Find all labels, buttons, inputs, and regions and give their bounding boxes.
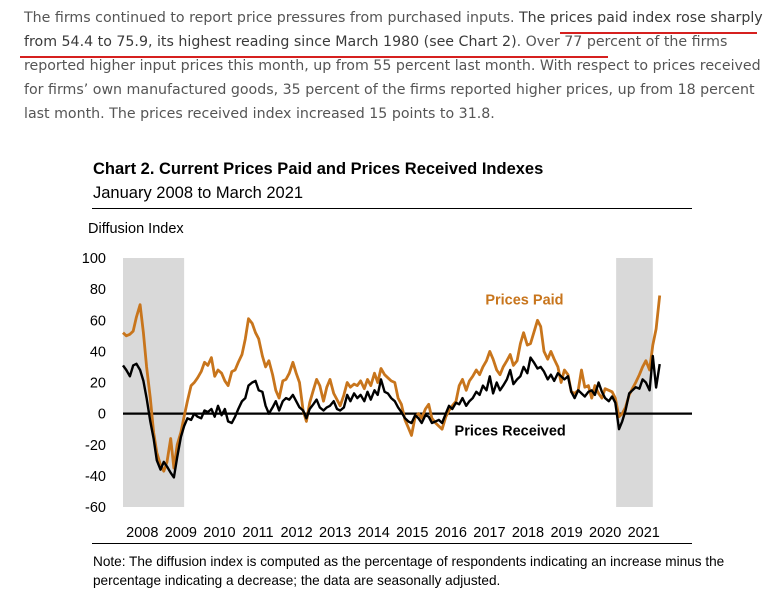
x-tick-label-8: 2016 <box>435 525 467 541</box>
chart-note: Note: The diffusion index is computed as… <box>93 554 725 588</box>
y-tick-label-1: 80 <box>90 282 106 298</box>
y-tick-label-2: 60 <box>90 313 106 329</box>
x-tick-label-9: 2017 <box>473 525 505 541</box>
x-tick-label-7: 2015 <box>396 525 428 541</box>
series-label-prices-paid: Prices Paid <box>485 293 563 309</box>
y-axis-label: Diffusion Index <box>88 221 184 237</box>
x-tick-label-11: 2019 <box>550 525 582 541</box>
x-tick-label-6: 2014 <box>358 525 390 541</box>
series-line-prices-paid <box>122 295 662 473</box>
y-tick-label-6: -20 <box>85 438 106 454</box>
x-tick-label-10: 2018 <box>512 525 544 541</box>
x-tick-label-0: 2008 <box>126 525 158 541</box>
red-underline-1 <box>560 32 757 34</box>
y-tick-label-7: -40 <box>85 469 106 485</box>
y-tick-label-8: -60 <box>85 500 106 516</box>
y-tick-label-5: 0 <box>98 407 106 423</box>
paragraph-part-2: . Over 77 percent of the firms reported … <box>24 34 761 122</box>
x-tick-label-4: 2012 <box>280 525 312 541</box>
x-tick-label-12: 2020 <box>589 525 621 541</box>
article-paragraph: The firms continued to report price pres… <box>24 6 764 126</box>
chart-bottom-rule <box>92 543 692 544</box>
y-tick-label-3: 40 <box>90 344 106 360</box>
x-tick-label-2: 2010 <box>203 525 235 541</box>
y-tick-label-4: 20 <box>90 376 106 392</box>
x-tick-label-3: 2011 <box>242 525 273 541</box>
series-line-prices-received <box>122 354 661 479</box>
paragraph-part-1: The firms continued to report price pres… <box>24 10 520 26</box>
series-label-prices-received: Prices Received <box>455 423 566 439</box>
paragraph-highlight: The prices paid index rose sharply from … <box>24 10 763 50</box>
x-tick-label-5: 2013 <box>319 525 351 541</box>
chart-title: Chart 2. Current Prices Paid and Prices … <box>93 160 544 178</box>
red-underline-2 <box>20 56 608 58</box>
x-tick-label-13: 2021 <box>628 525 660 541</box>
chart-subtitle: January 2008 to March 2021 <box>93 184 304 202</box>
y-tick-label-0: 100 <box>82 251 106 267</box>
x-tick-label-1: 2009 <box>165 525 197 541</box>
chart-title-rule <box>92 208 692 209</box>
